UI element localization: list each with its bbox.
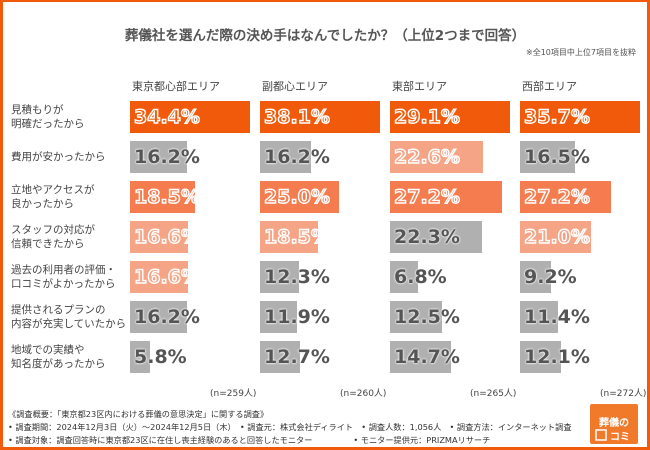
bar: 16.6%: [130, 261, 201, 293]
sample-size: (n=265人): [470, 389, 517, 399]
bar: 12.3%: [260, 261, 330, 293]
data-label: 27.2%: [523, 185, 590, 208]
data-label: 27.2%: [393, 185, 460, 208]
bar: 18.5%: [260, 221, 331, 253]
data-label: 38.1%: [263, 105, 330, 128]
svg-text:コミ: コミ: [610, 431, 630, 443]
category-label: 立地やアクセスが 良かったから: [11, 184, 95, 210]
bar: 27.2%: [390, 181, 503, 213]
data-label: 14.7%: [394, 346, 460, 368]
data-label: 12.5%: [394, 306, 460, 328]
bar: 16.6%: [130, 221, 201, 253]
bar: 27.2%: [520, 181, 612, 213]
bar: 16.2%: [130, 301, 200, 333]
data-label: 22.3%: [394, 226, 460, 248]
data-label: 18.5%: [263, 225, 330, 248]
data-label: 18.5%: [133, 185, 200, 208]
bar: 18.5%: [130, 181, 201, 213]
data-label: 21.0%: [523, 225, 590, 248]
data-label: 34.4%: [133, 105, 200, 128]
data-label: 16.2%: [134, 306, 200, 328]
chart-title: 葬儀社を選んだ際の決め手はなんでしたか？（上位2つまで回答）: [124, 28, 526, 44]
bar: 25.0%: [260, 181, 339, 213]
bar: 12.1%: [520, 341, 590, 373]
data-label: 11.9%: [264, 306, 330, 328]
bar: 21.0%: [520, 221, 591, 253]
data-label: 35.7%: [523, 105, 590, 128]
data-label: 25.0%: [263, 185, 330, 208]
bar: 12.5%: [390, 301, 460, 333]
chart-note: ※全10項目中上位7項目を抜粋: [526, 48, 636, 57]
bar: 6.8%: [390, 261, 447, 293]
sample-size: (n=259人): [210, 389, 257, 399]
data-label: 11.4%: [524, 306, 590, 328]
series-header: 副都心エリア: [262, 80, 328, 93]
series-header: 東部エリア: [392, 80, 447, 93]
bar: 5.8%: [130, 341, 187, 373]
series-header: 東京都心部エリア: [132, 80, 220, 93]
footer-survey-details: • 調査期間：2024年12月3日（火）～2024年12月5日（木） • 調査元…: [8, 422, 572, 432]
data-label: 12.1%: [524, 346, 590, 368]
footer-survey-target: • 調査対象：調査回答時に東京都23区に在住し喪主経験のあると回答したモニター …: [8, 435, 491, 445]
bar: 22.6%: [390, 141, 484, 173]
data-label: 16.6%: [133, 265, 200, 288]
data-label: 22.6%: [393, 145, 460, 168]
bar: 11.4%: [520, 301, 590, 333]
data-label: 6.8%: [394, 266, 447, 288]
data-label: 29.1%: [393, 105, 460, 128]
bar: 22.3%: [390, 221, 482, 253]
bar: 34.4%: [130, 101, 250, 133]
category-label: スタッフの対応が 信頼できたから: [11, 224, 95, 250]
data-label: 16.5%: [524, 146, 590, 168]
bar: 14.7%: [390, 341, 460, 373]
bar: 29.1%: [390, 101, 510, 133]
category-label: 費用が安かったから: [11, 151, 106, 163]
category-label: 過去の利用者の評価・ 口コミがよかったから: [11, 264, 116, 290]
data-label: 16.2%: [134, 146, 200, 168]
data-label: 9.2%: [524, 266, 577, 288]
data-label: 16.6%: [133, 225, 200, 248]
bar: 12.7%: [260, 341, 330, 373]
data-label: 16.2%: [264, 146, 330, 168]
bar: 11.9%: [260, 301, 330, 333]
bar: 38.1%: [260, 101, 380, 133]
category-label: 地域での実績や 知名度があったから: [11, 344, 106, 370]
footer-survey-overview: 《調査概要：「東京都23区内における葬儀の意思決定」に関する調査》: [8, 409, 269, 419]
svg-text:葬儀の: 葬儀の: [599, 416, 629, 429]
bar: 35.7%: [520, 101, 640, 133]
data-label: 12.3%: [264, 266, 330, 288]
category-label: 提供されるプランの 内容が充実していたから: [11, 304, 127, 330]
bar: 9.2%: [520, 261, 577, 293]
sample-size: (n=260人): [340, 389, 387, 399]
data-label: 5.8%: [134, 346, 187, 368]
data-label: 12.7%: [264, 346, 330, 368]
sample-size: (n=272人): [600, 389, 647, 399]
bar: 16.2%: [130, 141, 200, 173]
bar: 16.5%: [520, 141, 590, 173]
category-label: 見積もりが 明確だったから: [11, 104, 85, 130]
logo: 葬儀の コミ: [590, 404, 638, 444]
series-header: 西部エリア: [522, 80, 577, 93]
bar: 16.2%: [260, 141, 330, 173]
